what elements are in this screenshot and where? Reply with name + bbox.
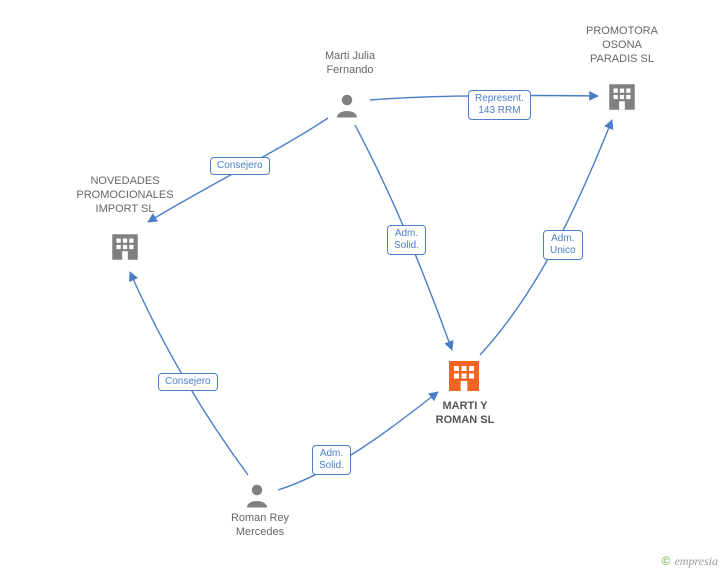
edge-e3-label: Adm. Solid. bbox=[387, 225, 426, 255]
watermark-text: empresia bbox=[674, 554, 718, 568]
node-marti_julia-icon[interactable] bbox=[332, 90, 362, 125]
node-marti_roman-icon[interactable] bbox=[444, 356, 484, 401]
node-roman_rey-label: Roman Rey Mercedes bbox=[210, 512, 310, 540]
node-promotora-icon[interactable] bbox=[605, 80, 639, 119]
node-marti_roman-label: MARTI Y ROMAN SL bbox=[410, 400, 520, 428]
node-roman_rey-icon[interactable] bbox=[242, 480, 272, 515]
edge-e1-label: Represent. 143 RRM bbox=[468, 90, 531, 120]
node-novedades-icon[interactable] bbox=[108, 230, 142, 269]
edge-e5-label: Consejero bbox=[158, 373, 218, 391]
node-marti_julia-label: Marti Julia Fernando bbox=[300, 50, 400, 78]
edge-e4-label: Adm. Unico bbox=[543, 230, 583, 260]
copyright-symbol: © bbox=[662, 554, 671, 568]
watermark: ©empresia bbox=[662, 554, 718, 569]
node-novedades-label: NOVEDADES PROMOCIONALES IMPORT SL bbox=[55, 175, 195, 216]
edge-e6-label: Adm. Solid. bbox=[312, 445, 351, 475]
edge-e2-label: Consejero bbox=[210, 157, 270, 175]
node-promotora-label: PROMOTORA OSONA PARADIS SL bbox=[562, 25, 682, 66]
